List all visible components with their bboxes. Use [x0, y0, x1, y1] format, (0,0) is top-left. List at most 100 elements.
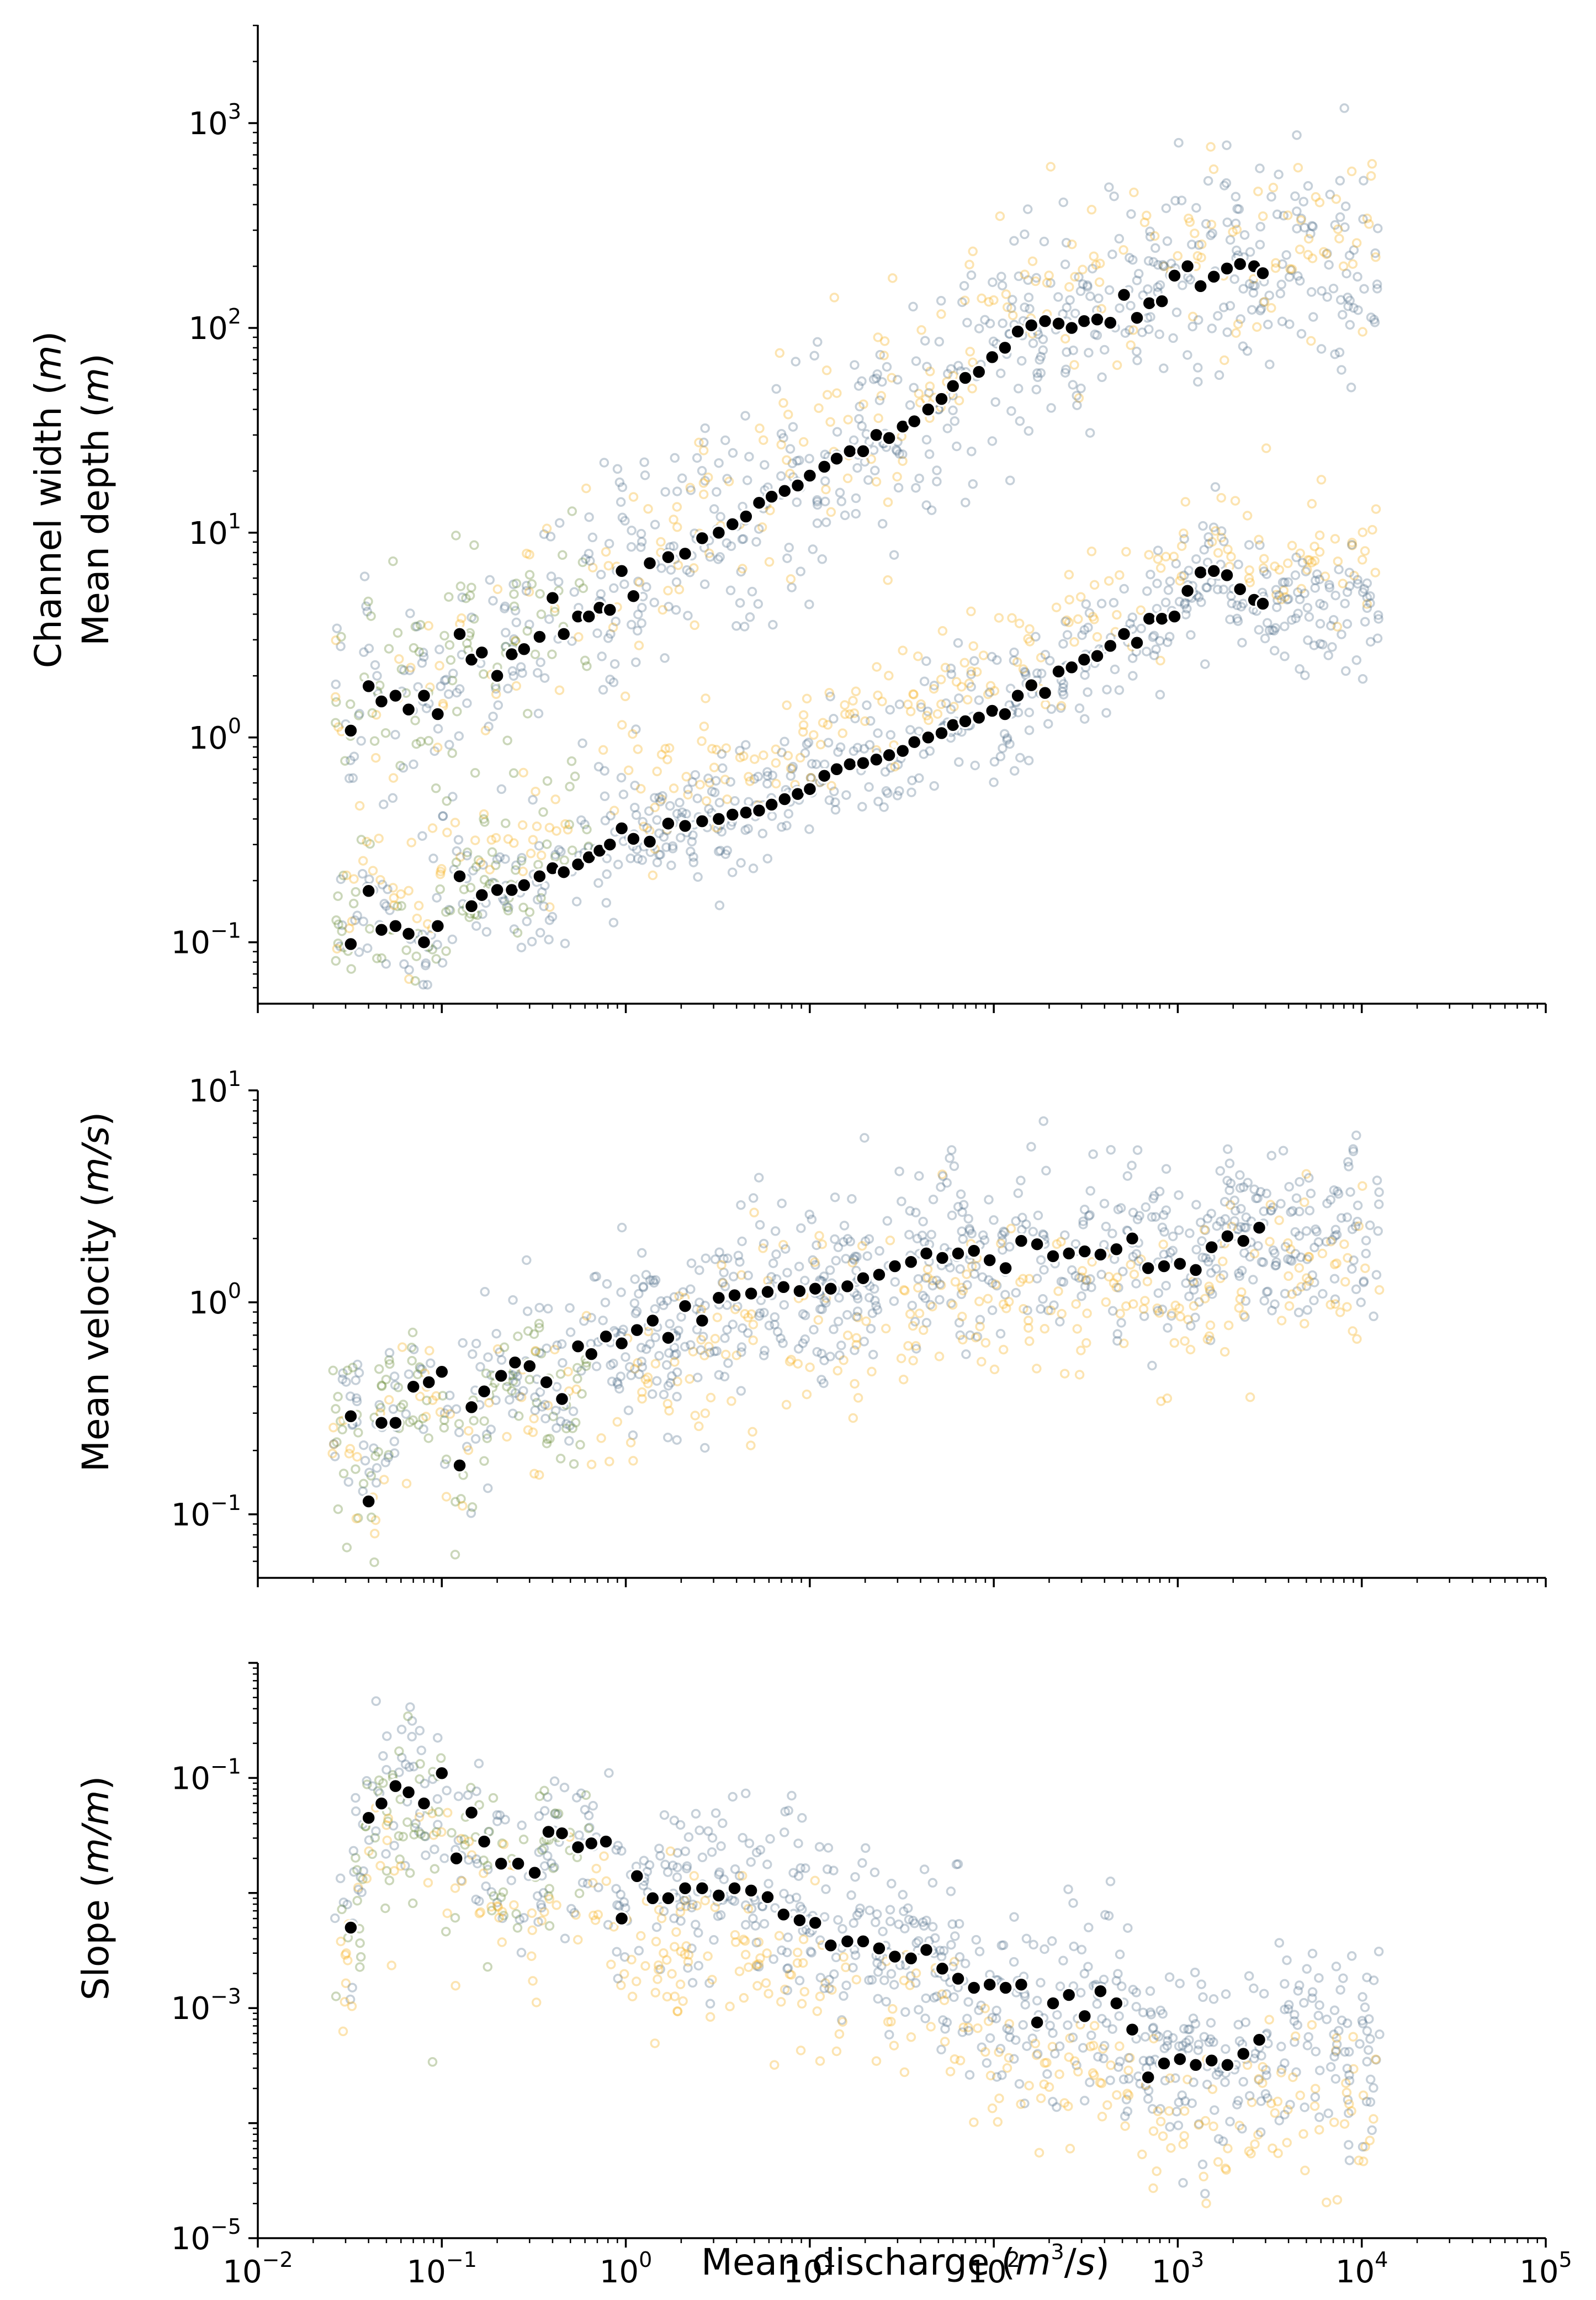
- raw-observation-point: [630, 1308, 641, 1318]
- raw-observation-point: [887, 373, 897, 383]
- raw-observation-point: [378, 1778, 388, 1788]
- raw-observation-point: [850, 1950, 861, 1960]
- binned-median-point: [388, 1414, 404, 1431]
- raw-observation-point: [966, 682, 976, 692]
- raw-observation-point: [925, 1300, 935, 1310]
- raw-observation-point: [893, 483, 904, 493]
- raw-observation-point: [1070, 2056, 1080, 2066]
- raw-observation-point: [1287, 615, 1297, 625]
- raw-observation-point: [451, 1404, 462, 1414]
- raw-observation-point: [423, 1878, 433, 1888]
- raw-observation-point: [330, 1451, 340, 1461]
- raw-observation-point: [495, 1347, 505, 1358]
- raw-observation-point: [751, 537, 761, 547]
- raw-observation-point: [497, 1913, 507, 1923]
- raw-observation-point: [653, 1974, 662, 1984]
- raw-observation-point: [852, 743, 863, 753]
- raw-observation-point: [530, 649, 540, 659]
- raw-observation-point: [1154, 2032, 1164, 2042]
- raw-observation-point: [1057, 687, 1068, 697]
- raw-observation-point: [967, 446, 977, 457]
- raw-observation-point: [772, 1327, 783, 1337]
- raw-observation-point: [637, 602, 647, 613]
- raw-observation-point: [533, 860, 543, 870]
- raw-observation-point: [606, 1360, 616, 1370]
- raw-observation-point: [535, 1387, 545, 1397]
- raw-observation-point: [1022, 2041, 1032, 2051]
- raw-observation-point: [808, 1255, 818, 1265]
- raw-observation-point: [1303, 555, 1313, 565]
- raw-observation-point: [700, 1408, 710, 1418]
- raw-observation-point: [1358, 2090, 1369, 2101]
- raw-observation-point: [608, 677, 619, 687]
- raw-observation-point: [1357, 555, 1367, 565]
- raw-scatter-slope: [330, 1696, 1385, 2208]
- raw-observation-point: [639, 457, 649, 467]
- raw-observation-point: [679, 1895, 689, 1905]
- raw-observation-point: [958, 1234, 968, 1244]
- raw-observation-point: [975, 1315, 985, 1325]
- raw-observation-point: [455, 852, 465, 862]
- raw-observation-point: [671, 1349, 681, 1359]
- raw-observation-point: [1036, 1978, 1046, 1988]
- raw-observation-point: [654, 1351, 664, 1361]
- raw-observation-point: [1032, 1996, 1042, 2006]
- raw-observation-point: [922, 711, 932, 720]
- raw-observation-point: [542, 1343, 552, 1354]
- raw-observation-point: [736, 1270, 746, 1280]
- raw-observation-point: [894, 1166, 904, 1177]
- raw-observation-point: [1325, 2062, 1336, 2072]
- binned-median-point: [516, 641, 532, 658]
- raw-observation-point: [534, 1811, 544, 1821]
- raw-observation-point: [1152, 579, 1162, 589]
- raw-observation-point: [736, 1200, 746, 1210]
- raw-observation-point: [952, 441, 962, 452]
- raw-observation-point: [469, 1416, 479, 1425]
- raw-observation-point: [1365, 598, 1375, 608]
- binned-median-point: [776, 1279, 792, 1295]
- raw-observation-point: [650, 1359, 661, 1369]
- raw-observation-point: [1311, 575, 1321, 586]
- raw-observation-point: [374, 833, 384, 844]
- raw-observation-point: [832, 388, 842, 398]
- raw-observation-point: [1280, 1979, 1290, 1989]
- raw-observation-point: [798, 727, 808, 737]
- binned-median-point: [570, 856, 586, 872]
- raw-observation-point: [560, 1933, 570, 1944]
- raw-observation-point: [851, 1333, 862, 1343]
- binned-median-point: [343, 723, 359, 739]
- raw-observation-point: [735, 752, 745, 762]
- raw-observation-point: [596, 1433, 606, 1443]
- raw-observation-point: [1212, 584, 1223, 595]
- raw-observation-point: [604, 538, 614, 549]
- raw-observation-point: [484, 722, 494, 732]
- raw-observation-point: [650, 2038, 660, 2048]
- raw-observation-point: [1223, 1320, 1234, 1331]
- raw-observation-point: [1143, 256, 1154, 266]
- raw-observation-point: [780, 1984, 790, 1995]
- raw-observation-point: [492, 1898, 502, 1907]
- raw-observation-point: [1366, 171, 1376, 181]
- raw-observation-point: [1322, 2197, 1332, 2208]
- raw-observation-point: [579, 1316, 589, 1326]
- raw-observation-point: [1174, 2041, 1184, 2051]
- raw-observation-point: [776, 471, 786, 481]
- raw-observation-point: [1259, 1206, 1269, 1216]
- raw-observation-point: [719, 1254, 729, 1264]
- raw-observation-point: [1343, 2095, 1353, 2105]
- raw-observation-point: [948, 405, 958, 416]
- raw-observation-point: [1038, 1230, 1049, 1240]
- raw-observation-point: [753, 599, 763, 609]
- raw-observation-point: [922, 362, 932, 372]
- raw-observation-point: [1179, 2131, 1189, 2141]
- raw-observation-point: [1344, 2108, 1354, 2118]
- raw-observation-point: [746, 1857, 756, 1867]
- raw-observation-point: [1332, 1258, 1342, 1269]
- raw-observation-point: [694, 1421, 704, 1432]
- raw-observation-point: [1062, 630, 1073, 640]
- raw-observation-point: [626, 1370, 636, 1380]
- raw-observation-point: [675, 798, 685, 808]
- binned-median-point: [360, 1810, 377, 1826]
- binned-median-point: [984, 703, 1000, 719]
- raw-observation-point: [899, 1906, 909, 1916]
